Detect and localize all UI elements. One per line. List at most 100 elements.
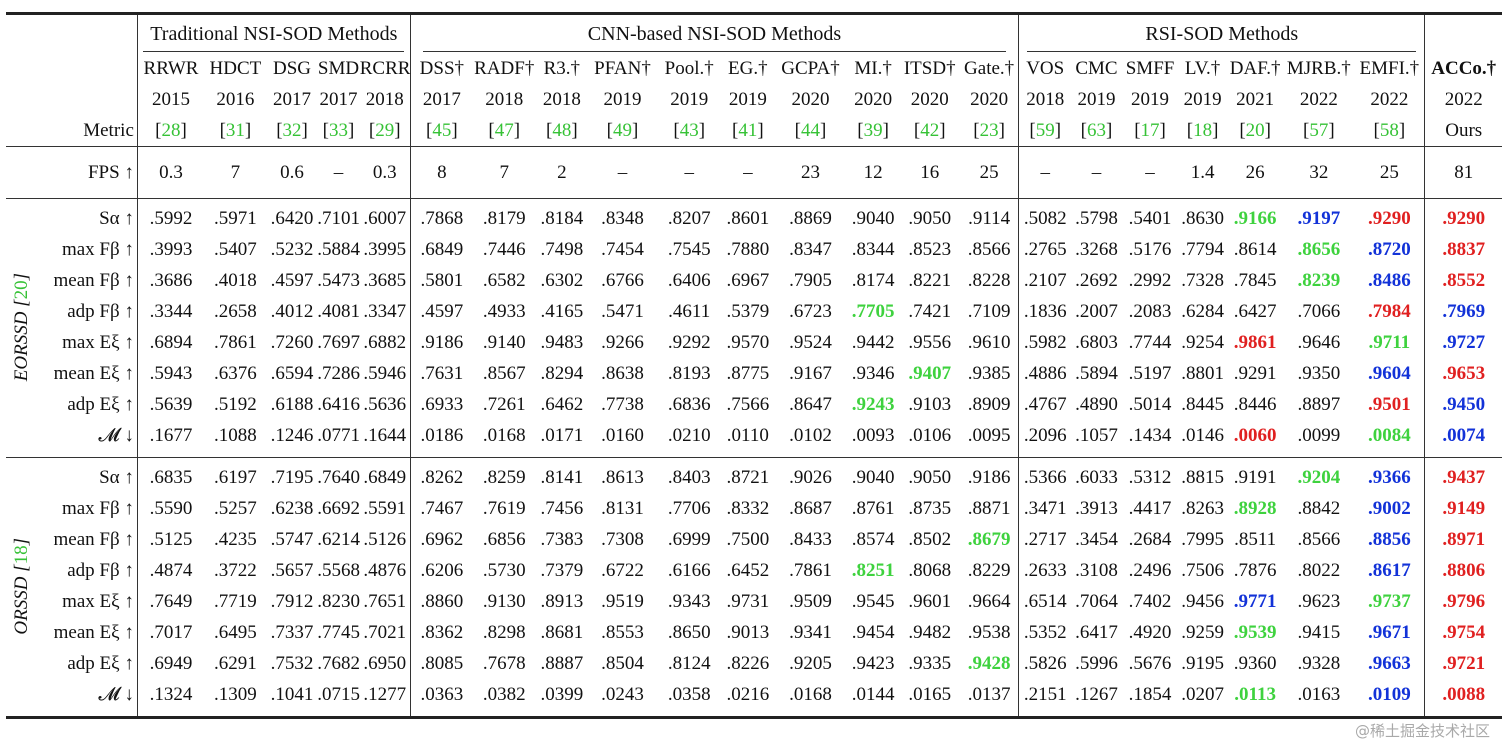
citation-link[interactable]: 58 xyxy=(1379,120,1399,141)
score-cell: .8869 xyxy=(789,208,832,229)
score-cell: .5826 xyxy=(1023,653,1067,674)
score-cell: .6406 xyxy=(667,270,711,291)
score-cell: .7905 xyxy=(789,270,832,291)
score-cell: .1644 xyxy=(359,420,411,451)
score-cell: .9663 xyxy=(1354,648,1426,679)
method-name: SMFF xyxy=(1125,58,1175,79)
spacer-cell xyxy=(657,147,722,157)
score-cell: .3993 xyxy=(149,239,193,260)
score-cell: .8679 xyxy=(960,524,1020,555)
spacer-cell xyxy=(359,188,411,199)
score-cell: .8403 xyxy=(667,467,711,488)
spacer-cell xyxy=(1424,710,1502,718)
method-name: Pool.† xyxy=(664,58,714,79)
ours-name: ACCo.† xyxy=(1424,53,1502,84)
citation-link[interactable]: 17 xyxy=(1140,120,1160,141)
score-cell: .9335 xyxy=(908,653,952,674)
spacer-cell xyxy=(1354,710,1426,718)
citation-link[interactable]: 28 xyxy=(161,120,181,141)
score-cell: .7697 xyxy=(317,332,361,353)
score-cell: .0382 xyxy=(482,684,526,705)
score-cell: .5636 xyxy=(359,389,411,420)
score-cell: .7379 xyxy=(540,560,584,581)
score-cell: .6007 xyxy=(359,203,411,234)
score-cell: .5401 xyxy=(1128,208,1172,229)
score-cell: .1057 xyxy=(1075,425,1118,446)
score-cell: .9646 xyxy=(1297,332,1341,353)
spacer xyxy=(6,147,1502,157)
score-cell: .0168 xyxy=(789,684,832,705)
ours-score-cell: .8552 xyxy=(1424,265,1502,296)
citation-link[interactable]: 57 xyxy=(1309,120,1329,141)
fps-value: 23 xyxy=(800,162,820,183)
score-cell: .9711 xyxy=(1354,327,1426,358)
group-header-1: CNN-based NSI-SOD Methods xyxy=(410,15,1020,53)
score-cell: .9570 xyxy=(726,332,770,353)
method-year: 2018 xyxy=(359,84,411,115)
citation-link[interactable]: 33 xyxy=(329,120,348,141)
method-name: RRWR xyxy=(143,58,199,79)
score-cell: .9456 xyxy=(1181,591,1224,612)
citation-link[interactable]: 23 xyxy=(979,120,999,141)
score-cell: .7649 xyxy=(149,591,193,612)
score-cell: .6376 xyxy=(214,363,257,384)
method-year: 2017 xyxy=(422,89,461,110)
metric-row: max Eξ ↑ .6894 .7861 .7260.7697.6882 .9186 .9… xyxy=(6,327,1502,358)
group-label: CNN-based NSI-SOD Methods xyxy=(422,17,1007,52)
score-cell: .9385 xyxy=(960,358,1020,389)
citation-link[interactable]: 31 xyxy=(225,120,245,141)
score-cell: .9341 xyxy=(789,622,832,643)
score-cell: .5946 xyxy=(359,358,411,389)
score-cell: .8502 xyxy=(908,529,952,550)
score-cell: .6427 xyxy=(1233,301,1277,322)
dataset-label: EORSSD [20] xyxy=(6,203,34,451)
score-cell: .6514 xyxy=(1023,591,1067,612)
citation-link[interactable]: 20 xyxy=(1245,120,1265,141)
ours-score-cell: .9721 xyxy=(1424,648,1502,679)
citation-link[interactable]: 48 xyxy=(552,120,572,141)
dataset-citation[interactable]: 20 xyxy=(11,280,32,300)
citation-link[interactable]: 32 xyxy=(282,120,302,141)
score-cell: .8348 xyxy=(601,208,644,229)
score-cell: .9013 xyxy=(726,622,770,643)
score-cell: .2007 xyxy=(1075,301,1118,322)
score-cell: .7066 xyxy=(1297,301,1341,322)
citation-link[interactable]: 18 xyxy=(1193,120,1213,141)
metric-label: mean Eξ ↑ xyxy=(34,358,138,389)
citation-link[interactable]: 45 xyxy=(432,120,452,141)
citation-link[interactable]: 41 xyxy=(738,120,758,141)
citation-link[interactable]: 29 xyxy=(375,120,395,141)
citation-link[interactable]: 59 xyxy=(1035,120,1055,141)
citation-link[interactable]: 47 xyxy=(494,120,514,141)
score-cell: .8842 xyxy=(1297,498,1341,519)
score-cell: .7017 xyxy=(149,622,193,643)
citation-link[interactable]: 44 xyxy=(800,120,820,141)
score-cell: .7719 xyxy=(214,591,257,612)
score-cell: .6950 xyxy=(359,648,411,679)
spacer-cell xyxy=(1122,710,1179,718)
spacer-cell xyxy=(960,710,1020,718)
score-cell: .8638 xyxy=(601,363,644,384)
metric-row: adp Fβ ↑ .3344 .2658 .4012.4081.3347 .4597 .4… xyxy=(6,296,1502,327)
citation-link[interactable]: 63 xyxy=(1086,120,1106,141)
score-cell: .7308 xyxy=(601,529,644,550)
score-cell: .4767 xyxy=(1023,394,1067,415)
citation-link[interactable]: 39 xyxy=(863,120,883,141)
ours-score-cell: .7969 xyxy=(1424,296,1502,327)
ours-label: Ours xyxy=(1424,115,1502,147)
score-cell: .1854 xyxy=(1128,684,1172,705)
score-cell: .6495 xyxy=(214,622,257,643)
citation-link[interactable]: 43 xyxy=(679,120,699,141)
score-cell: .0207 xyxy=(1181,684,1224,705)
fps-value: 25 xyxy=(960,157,1020,188)
citation-link[interactable]: 42 xyxy=(920,120,940,141)
score-cell: .1041 xyxy=(270,684,314,705)
score-cell: .6835 xyxy=(149,467,193,488)
score-cell: .4081 xyxy=(317,301,361,322)
score-cell: .4920 xyxy=(1128,622,1172,643)
score-cell: .9050 xyxy=(908,208,952,229)
citation-link[interactable]: 49 xyxy=(612,120,632,141)
dataset-citation[interactable]: 18 xyxy=(11,545,32,565)
score-cell: .7880 xyxy=(726,239,770,260)
group-header-0: Traditional NSI-SOD Methods xyxy=(137,15,411,53)
